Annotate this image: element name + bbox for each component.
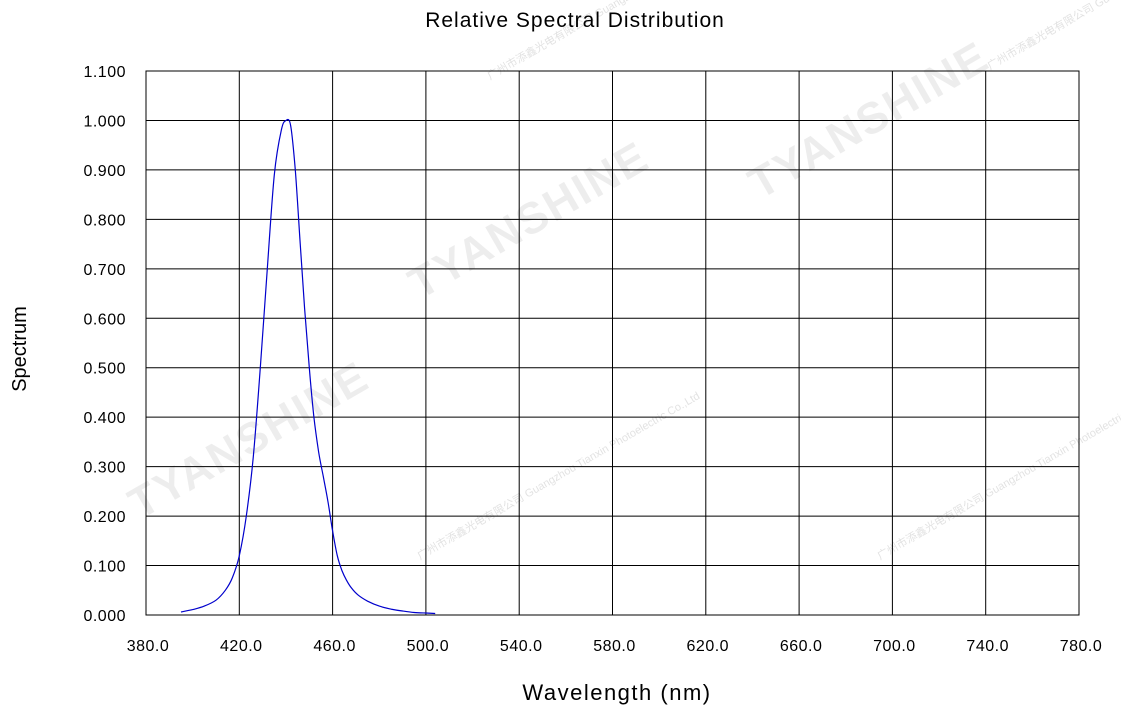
x-axis-ticks: 380.0 420.0 460.0 500.0 540.0 580.0 620.0 660.0… — [127, 638, 1103, 655]
watermark-company: 广州市添鑫光电有限公司 Guangzhou Tianxin Photoelect… — [415, 388, 703, 562]
y-tick-label: 0.600 — [83, 311, 126, 328]
watermark-brand: TYANSHINE — [401, 132, 658, 309]
spectrum-line — [180, 118, 436, 615]
y-tick-label: 0.200 — [83, 509, 126, 526]
plot-frame — [145, 70, 1080, 616]
x-tick-label: 380.0 — [127, 638, 170, 655]
watermark-brand: TYANSHINE — [121, 352, 378, 529]
chart-title: Relative Spectral Distribution — [425, 9, 725, 32]
x-tick-label: 740.0 — [966, 638, 1009, 655]
x-tick-label: 500.0 — [407, 638, 450, 655]
x-tick-label: 580.0 — [593, 638, 636, 655]
x-tick-label: 420.0 — [220, 638, 263, 655]
y-tick-label: 0.400 — [83, 410, 126, 427]
y-axis-label: Spectrum — [9, 306, 31, 392]
x-tick-label: 780.0 — [1060, 638, 1103, 655]
watermark-company: 广州市添鑫光电有限公司 Guangzhou Tianxin Photoelect… — [875, 388, 1121, 562]
y-tick-label: 0.000 — [83, 608, 126, 625]
y-tick-label: 0.300 — [83, 460, 126, 477]
y-tick-label: 0.900 — [83, 163, 126, 180]
y-tick-label: 0.100 — [83, 559, 126, 576]
y-axis-ticks: 0.000 0.100 0.200 0.300 0.400 0.500 0.600 0.700… — [83, 64, 126, 625]
x-tick-label: 460.0 — [313, 638, 356, 655]
grid-lines — [145, 70, 1080, 616]
x-tick-label: 620.0 — [687, 638, 730, 655]
x-tick-label: 540.0 — [500, 638, 543, 655]
x-tick-label: 700.0 — [873, 638, 916, 655]
y-tick-label: 1.000 — [83, 113, 126, 130]
y-tick-label: 0.800 — [83, 212, 126, 229]
y-tick-label: 0.700 — [83, 262, 126, 279]
x-tick-label: 660.0 — [780, 638, 823, 655]
x-axis-label: Wavelength (nm) — [522, 680, 711, 705]
watermark-company: 广州市添鑫光电有限公司 Guangzhou Tianxin Photoelect… — [985, 0, 1121, 73]
y-tick-label: 1.100 — [83, 64, 126, 81]
y-tick-label: 0.500 — [83, 361, 126, 378]
